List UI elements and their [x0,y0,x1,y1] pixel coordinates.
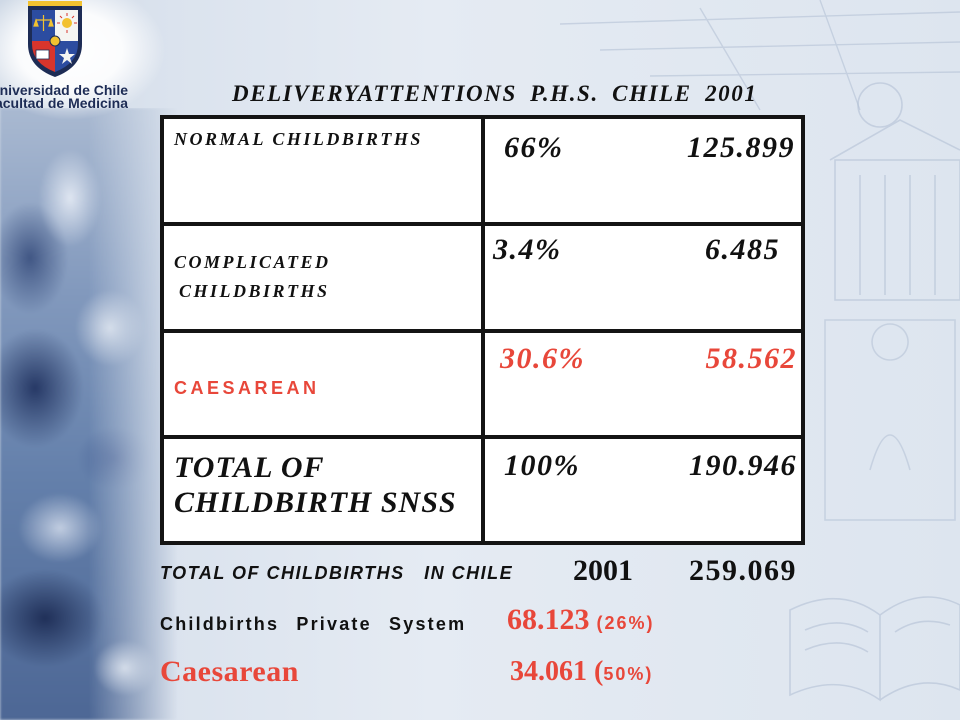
row-count: 190.946 [689,449,797,482]
row-label-cell: COMPLICATED CHILDBIRTHS [164,226,485,329]
sketch-columns [859,175,936,295]
delivery-table: NORMAL CHILDBIRTHS 66% 125.899 COMPLICAT… [160,115,805,545]
sketch-line [599,41,960,51]
scales-symbol [33,15,54,31]
sketch-book-right [879,596,960,701]
row-label-line2: CHILDBIRTH SNSS [174,486,457,519]
sun-symbol [62,18,72,28]
private-caesarean-percent: 50%) [603,664,654,684]
sketch-line [559,11,960,25]
private-system-label: Childbirths Private System [160,614,467,634]
sketch-line [649,71,960,77]
sketch-roof [829,119,960,161]
table-row: NORMAL CHILDBIRTHS 66% 125.899 [164,119,801,226]
book-symbol [35,49,50,60]
row-label: NORMAL CHILDBIRTHS [174,129,423,149]
sketch-book-left [789,597,881,702]
private-caesarean-value: 34.061 ( [510,656,604,687]
row-count: 58.562 [705,342,797,375]
private-caesarean-label: Caesarean [160,655,299,688]
sketch-building [829,82,960,301]
row-value-cell: 30.6% 58.562 [485,333,801,435]
row-label-line1: TOTAL OF [174,451,325,484]
private-system-percent: (26%) [596,613,655,633]
sketch-book-lines [804,620,951,653]
star-symbol [59,48,75,64]
table-row: TOTAL OF CHILDBIRTH SNSS 100% 190.946 [164,439,801,541]
sketch-line [819,0,861,111]
row-label: CAESAREAN [174,378,320,398]
row-count: 125.899 [687,131,795,164]
university-crest-icon [28,1,82,77]
row-count: 6.485 [705,233,780,266]
row-label-cell: TOTAL OF CHILDBIRTH SNSS [164,439,485,541]
total-childbirths-value: 259.069 [689,554,797,587]
row-value-cell: 66% 125.899 [485,119,801,222]
private-caesarean-figures: 34.061 ( 50%) [510,658,653,686]
sketch-grid [559,0,960,111]
row-label-cell: NORMAL CHILDBIRTHS [164,119,485,222]
row-label-cell: CAESAREAN [164,333,485,435]
table-row: CAESAREAN 30.6% 58.562 [164,333,801,439]
crest-top-band [28,1,82,7]
row-percent: 66% [504,131,564,164]
total-childbirths-year: 2001 [573,554,633,587]
university-name: Universidad de Chile [0,82,128,98]
slide-title: DELIVERYATTENTIONS P.H.S. CHILE 2001 [232,81,758,106]
sketch-figure [869,323,911,471]
table-row: COMPLICATED CHILDBIRTHS 3.4% 6.485 [164,226,801,333]
sketch-line [699,7,761,111]
row-percent: 30.6% [500,342,585,375]
row-value-cell: 3.4% 6.485 [485,226,801,329]
sketch-book [789,596,960,702]
sun-rays [57,13,77,33]
private-system-figures: 68.123 (26%) [507,605,655,635]
sketch-picture-frame [824,319,956,521]
university-logo-text: Universidad de Chile Facultad de Medicin… [0,80,128,112]
photo-collage [0,108,178,720]
row-label-line1: COMPLICATED [174,252,331,272]
row-percent: 100% [504,449,580,482]
sketch-facade [834,159,960,301]
row-value-cell: 100% 190.946 [485,439,801,541]
total-childbirths-label: TOTAL OF CHILDBIRTHS IN CHILE [160,563,514,583]
sketch-circle [857,82,903,128]
private-system-value: 68.123 [507,603,590,636]
crest-center [49,35,61,47]
row-label-line2: CHILDBIRTHS [179,281,330,301]
row-percent: 3.4% [493,233,562,266]
faculty-name: Facultad de Medicina [0,95,128,111]
